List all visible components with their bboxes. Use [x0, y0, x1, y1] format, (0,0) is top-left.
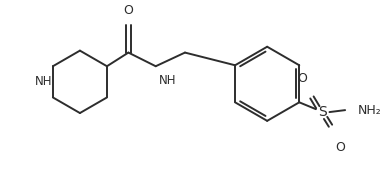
Text: NH: NH — [34, 75, 52, 88]
Text: S: S — [318, 105, 327, 119]
Text: NH: NH — [159, 74, 176, 87]
Text: NH₂: NH₂ — [358, 104, 382, 117]
Text: O: O — [335, 141, 345, 154]
Text: O: O — [123, 4, 134, 17]
Text: O: O — [297, 72, 307, 85]
